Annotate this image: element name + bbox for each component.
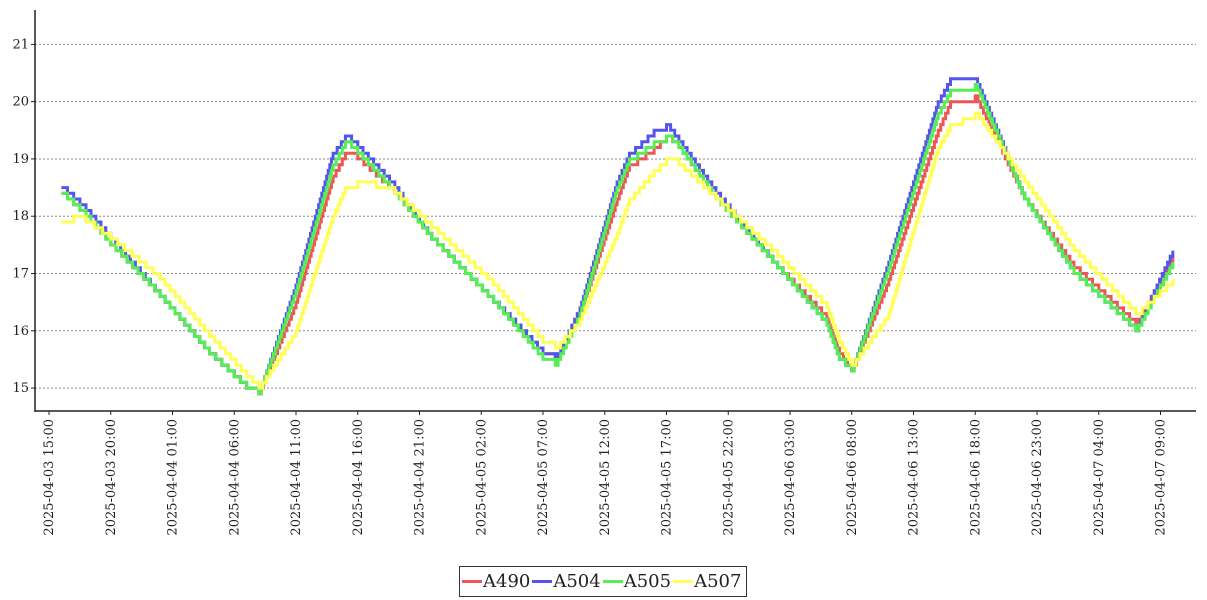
- legend-label: A507: [694, 571, 742, 592]
- series-line: [61, 94, 1175, 396]
- legend-label: A505: [623, 571, 672, 592]
- series-line: [61, 83, 1175, 396]
- x-tick-label: 2025-04-06 03:00: [783, 419, 798, 536]
- legend-item: A505: [602, 571, 672, 592]
- x-tick-label: 2025-04-05 12:00: [598, 419, 613, 536]
- x-tick-label: 2025-04-06 08:00: [845, 419, 860, 536]
- x-tick-label: 2025-04-05 22:00: [721, 419, 736, 536]
- x-tick-label: 2025-04-04 11:00: [289, 419, 304, 536]
- plot-series: [61, 77, 1175, 396]
- y-tick-label: 20: [12, 95, 29, 110]
- x-tick-label: 2025-04-04 21:00: [413, 419, 428, 536]
- legend-swatch: [532, 580, 553, 583]
- legend-item: A490: [462, 571, 530, 592]
- y-tick-label: 16: [12, 324, 29, 339]
- y-tick-label: 18: [12, 209, 29, 224]
- x-tick-label: 2025-04-04 06:00: [227, 419, 242, 536]
- x-tick-label: 2025-04-05 17:00: [660, 419, 675, 536]
- x-tick-label: 2025-04-05 02:00: [474, 419, 489, 536]
- x-tick-label: 2025-04-03 15:00: [42, 419, 57, 536]
- x-tick-label: 2025-04-05 07:00: [536, 419, 551, 536]
- gridlines: [35, 43, 1196, 389]
- series-line: [61, 111, 1175, 390]
- x-axis-ticks: 2025-04-03 15:00 2025-04-03 20:00 2025-04-…: [42, 411, 1169, 536]
- x-tick-label: 2025-04-07 09:00: [1154, 419, 1169, 536]
- y-tick-label: 21: [12, 37, 29, 52]
- legend-swatch: [673, 580, 694, 583]
- legend-swatch: [602, 580, 623, 583]
- y-axis-ticks: 15 16 17 18 19 20 21: [12, 37, 35, 396]
- x-tick-label: 2025-04-06 18:00: [968, 419, 983, 536]
- series-a490: [61, 94, 1175, 396]
- x-tick-label: 2025-04-06 13:00: [907, 419, 922, 536]
- y-tick-label: 15: [12, 381, 29, 396]
- x-tick-label: 2025-04-03 20:00: [104, 419, 119, 536]
- x-tick-label: 2025-04-06 23:00: [1030, 419, 1045, 536]
- legend: A490 A504 A505 A507: [459, 566, 748, 597]
- legend-label: A504: [553, 571, 601, 592]
- series-a507: [61, 111, 1175, 390]
- x-tick-label: 2025-04-04 16:00: [351, 419, 366, 536]
- legend-item: A507: [673, 571, 741, 592]
- legend-label: A490: [483, 571, 531, 592]
- x-tick-label: 2025-04-04 01:00: [166, 419, 181, 536]
- x-tick-label: 2025-04-07 04:00: [1092, 419, 1107, 536]
- legend-item: A504: [532, 571, 601, 592]
- series-a505: [61, 83, 1175, 396]
- legend-swatch: [462, 580, 482, 583]
- y-tick-label: 19: [12, 152, 29, 167]
- y-tick-label: 17: [12, 267, 29, 282]
